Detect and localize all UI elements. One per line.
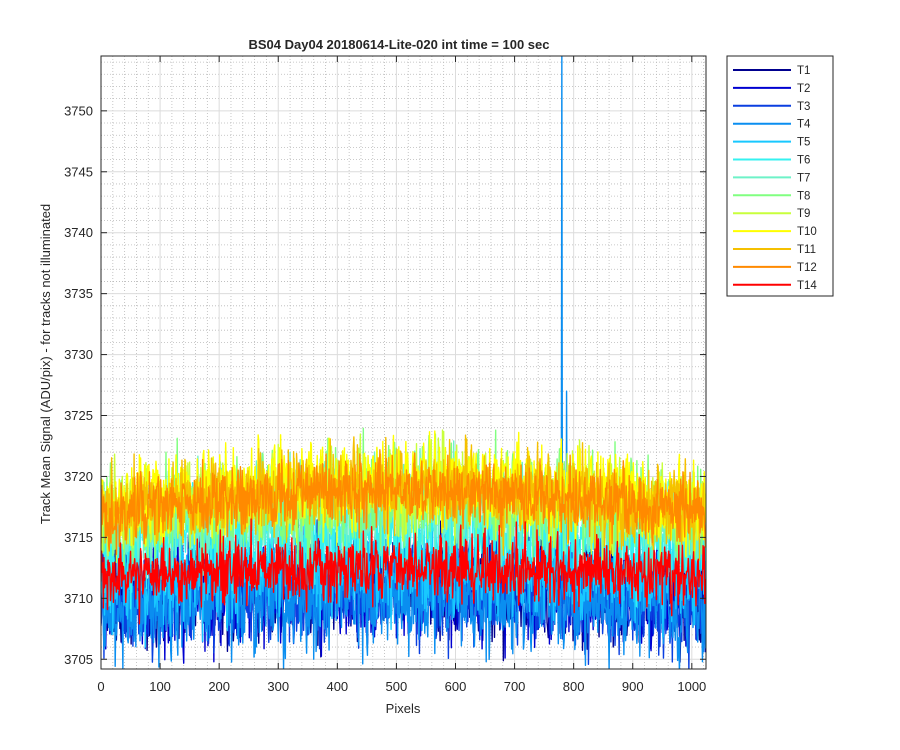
- x-axis-label: Pixels: [386, 701, 421, 716]
- legend-label-t10: T10: [797, 226, 817, 238]
- y-tick-label: 3710: [64, 591, 93, 606]
- legend-label-t3: T3: [797, 101, 810, 113]
- y-tick-label: 3720: [64, 469, 93, 484]
- y-tick-label: 3735: [64, 286, 93, 301]
- y-tick-label: 3745: [64, 164, 93, 179]
- series-line-t12: [101, 449, 706, 556]
- legend-box: [726, 55, 834, 297]
- y-tick-label: 3750: [64, 103, 93, 118]
- x-tick-label: 500: [386, 679, 408, 694]
- legend-label-t11: T11: [797, 244, 816, 256]
- legend-label-t6: T6: [797, 155, 810, 167]
- x-tick-label: 900: [622, 679, 644, 694]
- legend-label-t7: T7: [797, 172, 810, 184]
- x-tick-label: 800: [563, 679, 585, 694]
- x-axis-ticks: 0 100 200 300 400 500 600 700 800 900 1000: [97, 56, 706, 694]
- legend-label-t12: T12: [797, 262, 817, 274]
- legend-label-t14: T14: [797, 280, 817, 292]
- y-tick-label: 3705: [64, 652, 93, 667]
- plot-frame: [100, 55, 707, 670]
- x-tick-label: 1000: [677, 679, 706, 694]
- series-line-t14: [101, 518, 706, 625]
- x-tick-label: 100: [149, 679, 171, 694]
- y-tick-label: 3740: [64, 225, 93, 240]
- y-tick-label: 3725: [64, 408, 93, 423]
- x-tick-label: 0: [97, 679, 104, 694]
- legend-label-t4: T4: [797, 119, 811, 131]
- legend-label-t8: T8: [797, 190, 810, 202]
- legend: T1 T2 T3 T4 T5 T6 T7 T8 T9 T10 T11 T12 T14: [726, 55, 834, 297]
- x-tick-label: 200: [208, 679, 230, 694]
- legend-label-t5: T5: [797, 137, 810, 149]
- legend-label-t2: T2: [797, 83, 810, 95]
- y-axis-ticks: 3705 3710 3715 3720 3725 3730 3735 3740 3745 3750: [64, 103, 706, 667]
- legend-label-t1: T1: [797, 65, 810, 77]
- x-tick-label: 400: [326, 679, 348, 694]
- y-axis-label: Track Mean Signal (ADU/pix) - for tracks…: [38, 204, 53, 524]
- y-tick-label: 3715: [64, 530, 93, 545]
- x-tick-label: 600: [445, 679, 467, 694]
- y-tick-label: 3730: [64, 347, 93, 362]
- x-tick-label: 300: [267, 679, 289, 694]
- x-tick-label: 700: [504, 679, 526, 694]
- series-layer: [101, 56, 706, 669]
- chart-title: BS04 Day04 20180614-Lite-020 int time = …: [249, 37, 550, 52]
- legend-label-t9: T9: [797, 208, 810, 220]
